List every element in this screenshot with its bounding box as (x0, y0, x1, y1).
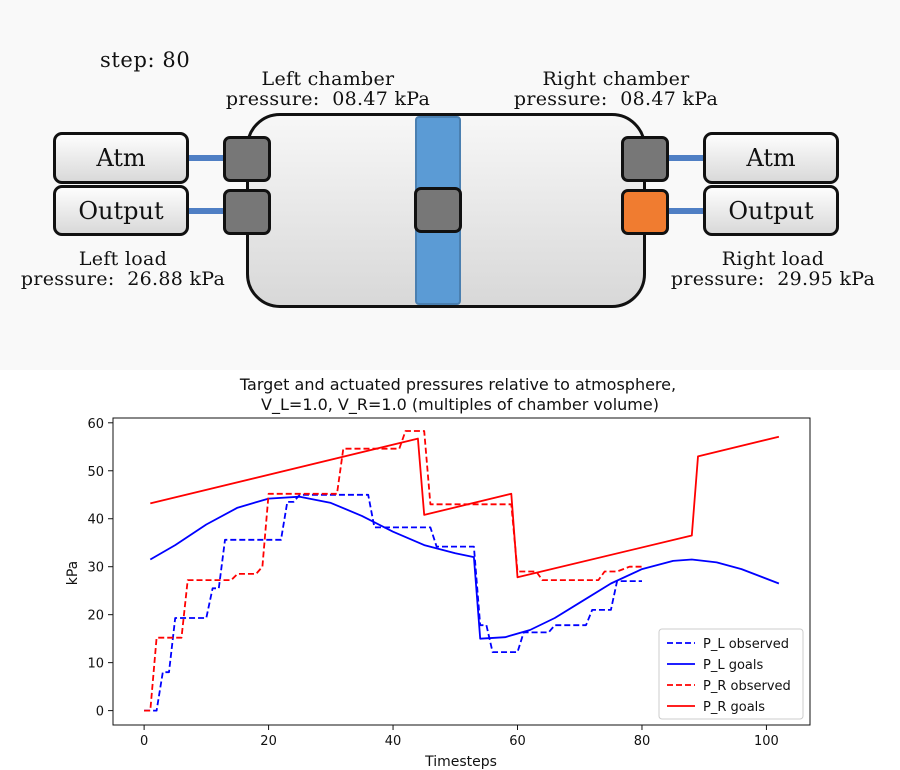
axes-frame (112, 417, 811, 726)
right-atm-label: Atm (746, 144, 796, 172)
series-line-p-l-observed (144, 493, 642, 712)
axis-ticks: 0 20 40 60 80 100 0 10 20 30 40 50 60 (87, 417, 778, 749)
x-tick-label: 60 (509, 734, 526, 749)
left-load-pressure-label: Left load pressure: 26.88 kPa (20, 248, 226, 290)
series-line-p-r-observed (144, 430, 642, 712)
y-tick-label: 30 (87, 561, 104, 576)
chart-subtitle: V_L=1.0, V_R=1.0 (multiples of chamber v… (261, 395, 659, 415)
right-output-label: Output (728, 196, 814, 225)
left-output-valve (223, 189, 271, 235)
right-output-box: Output (703, 185, 839, 236)
left-atm-label: Atm (96, 144, 146, 172)
pressure-chart: Target and actuated pressures relative t… (65, 375, 811, 770)
right-atm-box: Atm (703, 132, 839, 184)
right-chamber-pressure-label: Right chamber pressure: 08.47 kPa (513, 68, 719, 110)
x-tick-label: 80 (634, 734, 651, 749)
y-axis-label: kPa (65, 561, 81, 586)
left-atm-pipe (186, 155, 226, 161)
series-line-p-r-goals (150, 435, 780, 579)
x-axis-label: Timesteps (424, 754, 497, 770)
series-line-p-l-goals (149, 495, 780, 640)
left-atm-valve (223, 136, 271, 182)
left-output-box: Output (53, 185, 189, 236)
right-output-valve (621, 189, 669, 235)
simulation-panel: step: 80 Left chamber pressure: 08.47 kP… (0, 0, 900, 370)
left-chamber-pressure-label: Left chamber pressure: 08.47 kPa (225, 68, 431, 110)
chart-title: Target and actuated pressures relative t… (239, 375, 676, 394)
y-tick-label: 20 (87, 609, 104, 624)
legend-entry: P_L goals (703, 658, 763, 673)
y-tick-label: 40 (87, 513, 104, 528)
y-tick-label: 50 (87, 465, 104, 480)
left-output-pipe (186, 208, 226, 214)
legend-entry: P_R goals (703, 700, 765, 715)
step-counter: step: 80 (100, 48, 191, 72)
y-tick-label: 0 (96, 705, 104, 720)
y-tick-label: 10 (87, 657, 104, 672)
left-atm-box: Atm (53, 132, 189, 184)
right-atm-valve (621, 136, 669, 182)
right-load-pressure-label: Right load pressure: 29.95 kPa (670, 248, 876, 290)
right-output-pipe (666, 208, 706, 214)
legend-entry: P_L observed (703, 637, 789, 652)
legend-entry: P_R observed (703, 679, 791, 694)
legend-box (658, 628, 804, 720)
right-atm-pipe (666, 155, 706, 161)
y-tick-label: 60 (87, 417, 104, 432)
x-tick-label: 100 (754, 734, 779, 749)
chart-legend: P_L observed P_L goals P_R observed P_R goa… (658, 628, 804, 720)
x-tick-label: 20 (260, 734, 277, 749)
left-output-label: Output (78, 196, 164, 225)
plot-area (144, 430, 780, 712)
x-tick-label: 40 (385, 734, 402, 749)
x-tick-label: 0 (140, 734, 148, 749)
piston-valve (414, 187, 462, 233)
